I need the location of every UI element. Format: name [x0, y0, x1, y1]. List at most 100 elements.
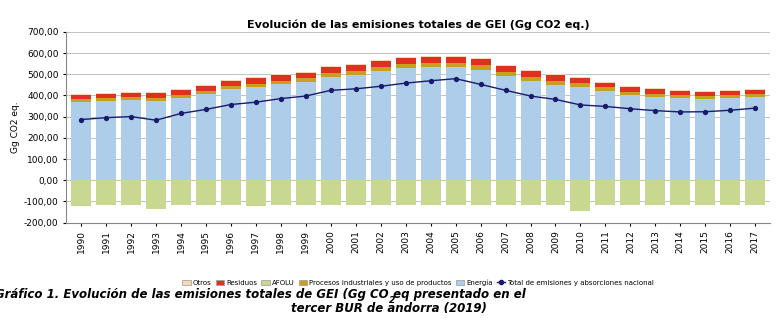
Bar: [296, 82, 316, 180]
Bar: [570, 87, 591, 180]
Bar: [471, 180, 491, 205]
Bar: [171, 90, 191, 95]
Bar: [421, 67, 440, 180]
Bar: [745, 89, 766, 90]
Bar: [271, 80, 291, 84]
Bar: [396, 180, 415, 205]
Bar: [271, 180, 291, 205]
Bar: [421, 63, 440, 67]
Bar: [96, 94, 116, 98]
Bar: [595, 83, 615, 87]
Bar: [121, 97, 141, 100]
Bar: [446, 180, 465, 205]
Bar: [345, 75, 366, 180]
Bar: [496, 65, 516, 66]
Text: eq presentado en el: eq presentado en el: [389, 288, 526, 301]
Bar: [296, 72, 316, 73]
Bar: [520, 80, 541, 180]
Bar: [196, 180, 216, 205]
Bar: [121, 92, 141, 93]
Bar: [71, 102, 91, 180]
Bar: [396, 58, 415, 64]
Bar: [271, 75, 291, 80]
Bar: [146, 92, 166, 93]
Bar: [496, 76, 516, 180]
Bar: [296, 78, 316, 82]
Bar: [71, 99, 91, 102]
Bar: [221, 180, 241, 205]
Bar: [121, 100, 141, 180]
Bar: [271, 74, 291, 75]
Bar: [446, 67, 465, 180]
Bar: [595, 180, 615, 205]
Bar: [696, 96, 715, 99]
Bar: [595, 87, 615, 91]
Bar: [221, 81, 241, 86]
Bar: [371, 180, 391, 205]
Bar: [96, 101, 116, 180]
Bar: [671, 95, 690, 98]
Bar: [371, 60, 391, 61]
Bar: [620, 95, 640, 180]
Bar: [696, 92, 715, 96]
Bar: [446, 57, 465, 63]
Bar: [646, 180, 665, 205]
Bar: [545, 74, 566, 75]
Bar: [745, 97, 766, 180]
Bar: [396, 64, 415, 68]
Bar: [196, 94, 216, 180]
Bar: [720, 90, 740, 91]
Bar: [545, 85, 566, 180]
Bar: [96, 98, 116, 101]
Bar: [496, 72, 516, 76]
Bar: [421, 56, 440, 57]
Bar: [620, 92, 640, 95]
Bar: [96, 180, 116, 205]
Bar: [171, 98, 191, 180]
Y-axis label: Gg CO2 eq.: Gg CO2 eq.: [11, 101, 19, 153]
Bar: [696, 99, 715, 180]
Bar: [696, 180, 715, 205]
Bar: [570, 180, 591, 211]
Bar: [345, 71, 366, 75]
Bar: [520, 77, 541, 80]
Bar: [146, 93, 166, 98]
Bar: [720, 95, 740, 98]
Bar: [171, 180, 191, 205]
Bar: [620, 180, 640, 205]
Bar: [146, 180, 166, 209]
Bar: [371, 72, 391, 180]
Bar: [396, 57, 415, 58]
Bar: [745, 94, 766, 97]
Bar: [646, 88, 665, 89]
Bar: [745, 180, 766, 205]
Bar: [545, 81, 566, 85]
Bar: [321, 180, 341, 205]
Bar: [545, 75, 566, 81]
Bar: [446, 63, 465, 67]
Bar: [146, 98, 166, 101]
Bar: [121, 180, 141, 205]
Bar: [520, 71, 541, 77]
Bar: [196, 91, 216, 94]
Bar: [221, 89, 241, 180]
Bar: [321, 67, 341, 73]
Bar: [545, 180, 566, 205]
Bar: [396, 68, 415, 180]
Bar: [221, 86, 241, 89]
Bar: [271, 84, 291, 180]
Bar: [471, 58, 491, 59]
Bar: [246, 87, 266, 180]
Text: Gráfico 1. Evolución de las emisiones totales de GEI (Gg CO: Gráfico 1. Evolución de las emisiones to…: [0, 288, 389, 301]
Bar: [671, 180, 690, 205]
Bar: [620, 87, 640, 92]
Bar: [71, 95, 91, 99]
Bar: [171, 89, 191, 90]
Bar: [595, 82, 615, 83]
Bar: [345, 64, 366, 65]
Title: Evolución de las emisiones totales de GEI (Gg CO2 eq.): Evolución de las emisiones totales de GE…: [247, 19, 590, 30]
Bar: [720, 180, 740, 205]
Bar: [520, 70, 541, 71]
Bar: [146, 101, 166, 180]
Bar: [246, 77, 266, 79]
